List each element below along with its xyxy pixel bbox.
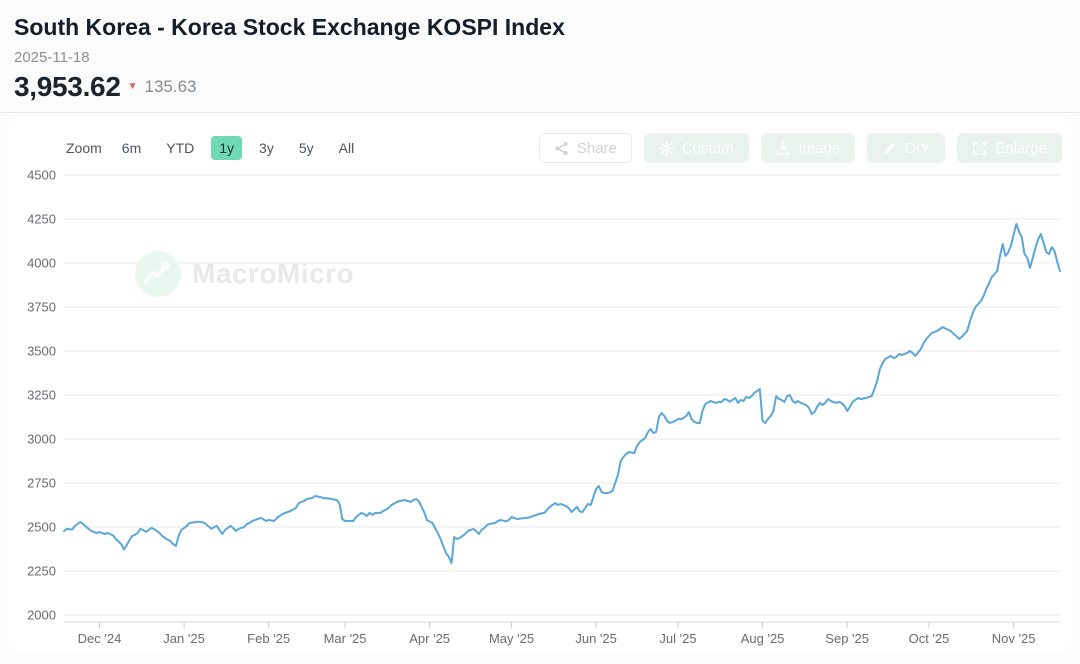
y-tick-label: 3750: [27, 300, 56, 315]
range-button-5y[interactable]: 5y: [298, 140, 314, 156]
range-selector: Zoom 6m YTD 1y 3y 5y All: [66, 136, 362, 160]
pencil-icon: [882, 141, 897, 156]
share-button[interactable]: Share: [538, 133, 632, 163]
gear-icon: [659, 140, 674, 156]
x-tick-label: Apr '25: [409, 631, 450, 646]
latest-value: 3,953.62: [14, 71, 121, 102]
enlarge-button[interactable]: Enlarge: [957, 133, 1062, 163]
action-button-label: DIY: [905, 139, 931, 157]
y-tick-label: 4000: [27, 256, 56, 271]
chart-area: MacroMicro 2000 2250 2500 2750 3000 3250 3500 3…: [8, 167, 1072, 653]
quote-date: 2025-11-18: [14, 49, 90, 66]
y-tick-label: 3000: [27, 432, 56, 447]
action-button-label: Image: [798, 139, 841, 157]
range-button-6m[interactable]: 6m: [121, 140, 142, 156]
chart-actions: Share Custom Image DIY Enlarge: [538, 133, 1062, 163]
image-button[interactable]: Image: [760, 133, 856, 163]
kospi-line-chart[interactable]: 2000 2250 2500 2750 3000 3250 3500 3750 4000 4250…: [8, 167, 1072, 653]
y-tick-label: 4500: [27, 168, 56, 183]
x-tick-label: Oct '25: [909, 631, 950, 646]
range-button-3y[interactable]: 3y: [259, 140, 274, 156]
chart-toolbar: Zoom 6m YTD 1y 3y 5y All Share Custom Image DIY E…: [8, 117, 1072, 167]
page-title: South Korea - Korea Stock Exchange KOSPI…: [14, 14, 565, 40]
chart-card: Zoom 6m YTD 1y 3y 5y All Share Custom Image DIY E…: [8, 117, 1072, 651]
range-button-all[interactable]: All: [338, 140, 355, 156]
range-button-1y[interactable]: 1y: [211, 136, 243, 160]
range-button-ytd[interactable]: YTD: [166, 140, 195, 156]
x-tick-label: Mar '25: [324, 631, 367, 646]
action-button-label: Share: [576, 139, 617, 157]
quote-row: 3,953.62 ▼ 135.63: [14, 71, 1064, 102]
x-tick-label: Jan '25: [163, 631, 205, 646]
y-tick-label: 2750: [27, 476, 56, 491]
custom-button[interactable]: Custom: [643, 133, 749, 163]
expand-icon: [972, 141, 987, 156]
y-tick-label: 2250: [27, 564, 56, 579]
action-button-label: Custom: [681, 139, 734, 157]
y-tick-label: 2000: [27, 608, 56, 623]
x-tick-label: Jun '25: [575, 631, 617, 646]
x-tick-label: Feb '25: [247, 631, 290, 646]
kospi-series-line: [63, 222, 1061, 565]
change-down-icon: ▼: [127, 81, 138, 92]
x-tick-label: May '25: [489, 631, 534, 646]
y-tick-label: 2500: [27, 520, 56, 535]
action-button-label: Enlarge: [995, 139, 1047, 157]
x-tick-label: Nov '25: [992, 631, 1036, 646]
x-tick-label: Aug '25: [741, 631, 785, 646]
x-tick-label: Jul '25: [659, 631, 696, 646]
diy-button[interactable]: DIY: [867, 133, 946, 163]
download-icon: [776, 141, 791, 156]
zoom-label: Zoom: [66, 140, 102, 156]
x-tick-label: Sep '25: [825, 631, 869, 646]
change-value: 135.63: [144, 77, 197, 96]
x-tick-label: Dec '24: [78, 631, 122, 646]
y-tick-label: 3500: [27, 344, 56, 359]
share-icon: [554, 141, 569, 156]
y-tick-label: 4250: [27, 212, 56, 227]
chart-header: South Korea - Korea Stock Exchange KOSPI…: [0, 0, 1080, 113]
y-tick-label: 3250: [27, 388, 56, 403]
